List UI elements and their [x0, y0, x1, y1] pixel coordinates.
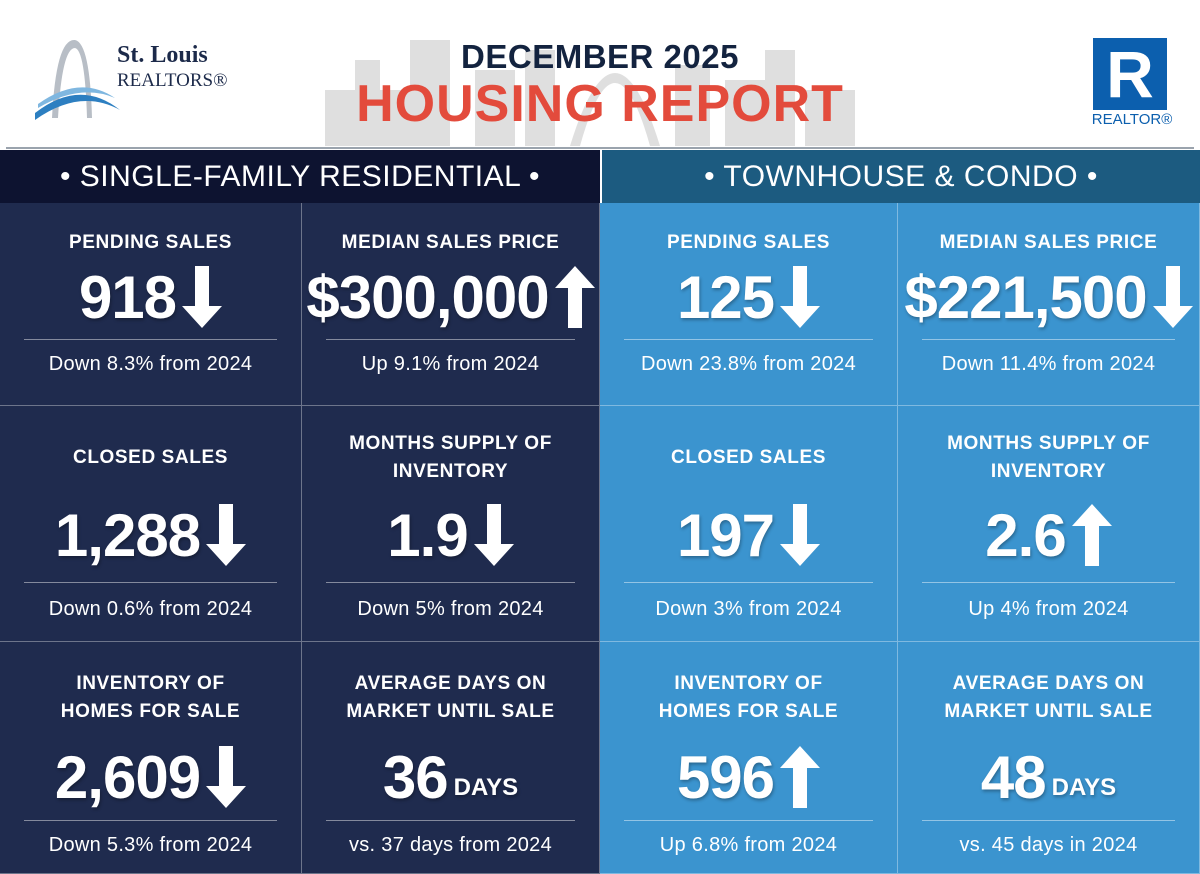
arrow-down-icon	[473, 504, 514, 566]
metric-change-note: vs. 37 days from 2024	[348, 834, 553, 856]
metric-card: MONTHS SUPPLY OF INVENTORY 1.9 Down 5% f…	[302, 406, 600, 642]
metric-value: $300,000	[306, 263, 549, 331]
st-louis-realtors-logo: St. Louis REALTORS®	[30, 38, 240, 128]
metric-value: 125	[676, 263, 775, 331]
metric-label: MEDIAN SALES PRICE	[341, 232, 560, 253]
metric-label: PENDING SALES	[667, 232, 830, 253]
arrow-up-icon	[554, 266, 595, 328]
metric-unit: DAYS	[453, 774, 519, 801]
metric-change-note: Down 11.4% from 2024	[941, 353, 1156, 375]
arrow-up-icon	[1071, 504, 1112, 566]
realtor-logo-letter: R	[1106, 37, 1154, 111]
metric-value-row: $221,500	[898, 263, 1199, 331]
skyline-graphic	[325, 40, 855, 146]
metric-change-note: Down 5% from 2024	[357, 598, 544, 620]
metric-value-row: 2,609	[0, 742, 301, 812]
metric-label: AVERAGE DAYS ON MARKET UNTIL SALE	[944, 673, 1153, 722]
section-title-single-family: • SINGLE-FAMILY RESIDENTIAL •	[0, 150, 600, 203]
divider	[24, 339, 277, 340]
metric-card: INVENTORY OF HOMES FOR SALE 2,609 Down 5…	[0, 642, 302, 874]
divider	[624, 339, 873, 340]
metric-value-row: 596	[600, 742, 897, 812]
metric-card: AVERAGE DAYS ON MARKET UNTIL SALE 36 DAY…	[302, 642, 600, 874]
metric-value: 1,288	[54, 501, 201, 569]
metric-label: INVENTORY OF HOMES FOR SALE	[60, 673, 241, 722]
divider	[922, 582, 1175, 583]
metric-value: 197	[676, 501, 775, 569]
divider	[24, 582, 277, 583]
arrow-down-icon	[780, 266, 821, 328]
metric-value-row: 918	[0, 263, 301, 331]
metric-card: MEDIAN SALES PRICE $221,500 Down 11.4% f…	[898, 203, 1200, 406]
metric-value-row: $300,000	[302, 263, 599, 331]
metric-value-row: 36 DAYS	[302, 742, 599, 812]
arrow-down-icon	[182, 266, 223, 328]
metrics-grid: PENDING SALES 918 Down 8.3% from 2024 ME…	[0, 203, 1200, 874]
metric-value: 2.6	[985, 501, 1066, 569]
arrow-down-icon	[206, 504, 247, 566]
arrow-down-icon	[780, 504, 821, 566]
divider	[326, 820, 575, 821]
metric-card: PENDING SALES 918 Down 8.3% from 2024	[0, 203, 302, 406]
divider	[326, 582, 575, 583]
metric-label: MONTHS SUPPLY OF INVENTORY	[947, 433, 1150, 482]
logo-text-line1: St. Louis	[117, 42, 208, 68]
metric-change-note: Down 5.3% from 2024	[48, 834, 253, 856]
realtor-logo: R	[1093, 38, 1167, 110]
metric-value: 48	[980, 743, 1047, 811]
metric-card: INVENTORY OF HOMES FOR SALE 596 Up 6.8% …	[600, 642, 898, 874]
metric-change-note: vs. 45 days in 2024	[959, 834, 1138, 856]
metric-card: MONTHS SUPPLY OF INVENTORY 2.6 Up 4% fro…	[898, 406, 1200, 642]
divider	[24, 820, 277, 821]
divider	[624, 582, 873, 583]
metric-label: PENDING SALES	[69, 232, 232, 253]
report-title: HOUSING REPORT	[356, 75, 844, 133]
metric-change-note: Up 4% from 2024	[968, 598, 1129, 620]
metric-change-note: Down 3% from 2024	[655, 598, 842, 620]
arrow-down-icon	[1152, 266, 1193, 328]
divider	[6, 147, 1194, 149]
metric-value-row: 48 DAYS	[898, 742, 1199, 812]
metric-value-row: 197	[600, 500, 897, 570]
metric-value-row: 2.6	[898, 500, 1199, 570]
metric-label: INVENTORY OF HOMES FOR SALE	[658, 673, 839, 722]
arch-logo-icon	[35, 39, 120, 120]
metric-label: CLOSED SALES	[671, 447, 826, 468]
metric-label: CLOSED SALES	[73, 447, 228, 468]
divider	[326, 339, 575, 340]
divider	[922, 820, 1175, 821]
metric-value: 2,609	[54, 743, 201, 811]
metric-value: 596	[676, 743, 775, 811]
metric-card: PENDING SALES 125 Down 23.8% from 2024	[600, 203, 898, 406]
metric-label: AVERAGE DAYS ON MARKET UNTIL SALE	[346, 673, 555, 722]
divider	[922, 339, 1175, 340]
metric-value-row: 125	[600, 263, 897, 331]
metric-value-row: 1.9	[302, 500, 599, 570]
metric-change-note: Down 8.3% from 2024	[48, 353, 253, 375]
metric-value: 36	[382, 743, 449, 811]
realtor-logo-text: REALTOR®	[1091, 111, 1173, 128]
metric-change-note: Down 23.8% from 2024	[640, 353, 856, 375]
metric-card: MEDIAN SALES PRICE $300,000 Up 9.1% from…	[302, 203, 600, 406]
metric-change-note: Down 0.6% from 2024	[48, 598, 253, 620]
section-title-townhouse-condo: • TOWNHOUSE & CONDO •	[602, 150, 1200, 203]
metric-label: MEDIAN SALES PRICE	[939, 232, 1158, 253]
report-month: DECEMBER 2025	[461, 38, 739, 75]
metric-change-note: Up 9.1% from 2024	[361, 353, 540, 375]
metric-label: MONTHS SUPPLY OF INVENTORY	[349, 433, 552, 482]
metric-value: 1.9	[387, 501, 468, 569]
metric-card: CLOSED SALES 197 Down 3% from 2024	[600, 406, 898, 642]
report-header: St. Louis REALTORS® DECEMBER 2025 HOUSIN…	[0, 0, 1200, 149]
metric-change-note: Up 6.8% from 2024	[659, 834, 838, 856]
arrow-up-icon	[780, 746, 821, 808]
arrow-down-icon	[206, 746, 247, 808]
metric-unit: DAYS	[1051, 774, 1117, 801]
metric-value: 918	[78, 263, 177, 331]
metric-card: AVERAGE DAYS ON MARKET UNTIL SALE 48 DAY…	[898, 642, 1200, 874]
metric-value-row: 1,288	[0, 500, 301, 570]
metric-card: CLOSED SALES 1,288 Down 0.6% from 2024	[0, 406, 302, 642]
metric-value: $221,500	[904, 263, 1147, 331]
logo-text-line2: REALTORS®	[117, 70, 228, 91]
divider	[624, 820, 873, 821]
